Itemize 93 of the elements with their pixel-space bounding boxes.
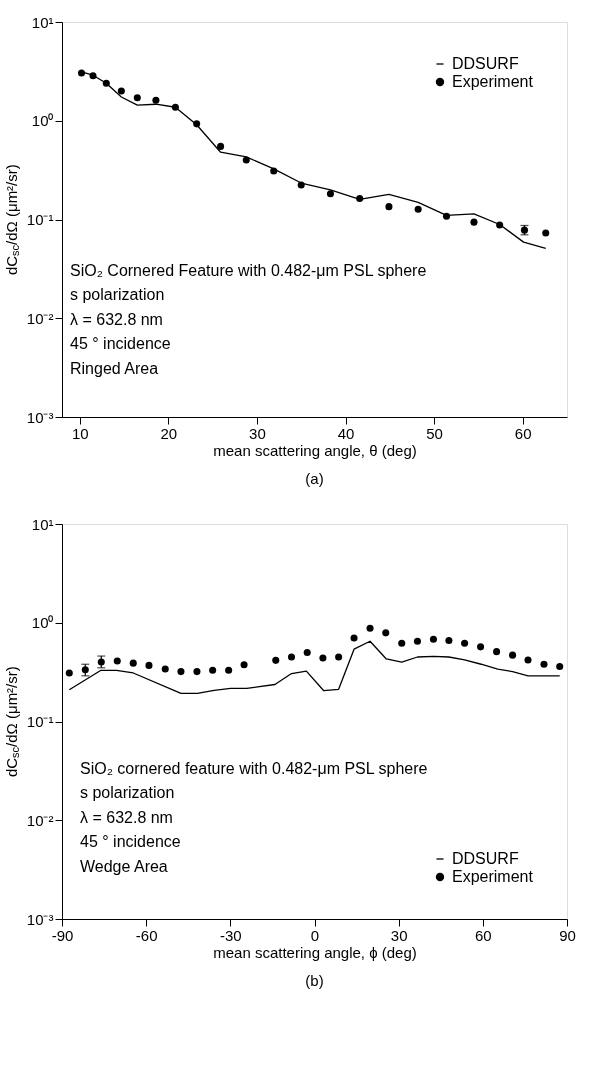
y-tick-label: 10¹ bbox=[31, 515, 54, 533]
point bbox=[442, 212, 451, 220]
y-tick-label: 10⁰ bbox=[31, 614, 54, 632]
point bbox=[287, 653, 296, 661]
point bbox=[335, 653, 343, 661]
point bbox=[77, 69, 86, 77]
point bbox=[413, 637, 421, 645]
legend-label: DDSURF bbox=[452, 850, 519, 867]
y-tick-label: 10⁻² bbox=[26, 309, 54, 327]
y-tick-label: 10⁻¹ bbox=[26, 713, 54, 730]
point bbox=[414, 205, 422, 213]
x-tick-label: 40 bbox=[337, 424, 355, 442]
y-tick-label: 10⁻³ bbox=[26, 910, 54, 928]
point bbox=[429, 635, 437, 643]
annotation: SiO₂ cornered feature with 0.482-μm PSL sphere bbox=[80, 759, 428, 777]
point bbox=[556, 663, 564, 671]
point bbox=[385, 203, 393, 211]
y-tick-label: 10⁰ bbox=[31, 112, 54, 130]
point bbox=[470, 218, 478, 226]
point bbox=[242, 156, 250, 164]
x-tick-label: 30 bbox=[390, 926, 408, 944]
x-tick-label: -60 bbox=[135, 926, 158, 944]
point bbox=[303, 648, 311, 657]
point bbox=[493, 648, 501, 656]
point bbox=[272, 656, 280, 664]
legend-label: DDSURF bbox=[452, 55, 519, 72]
y-tick-label: 10⁻² bbox=[26, 811, 54, 829]
point bbox=[382, 629, 390, 637]
text: (b) bbox=[305, 972, 324, 989]
point bbox=[89, 72, 97, 80]
point bbox=[161, 665, 169, 673]
point bbox=[326, 190, 334, 198]
annotation: 45 ° incidence bbox=[70, 335, 171, 353]
x-axis-title: mean scattering angle, θ (deg) bbox=[213, 441, 417, 459]
point bbox=[445, 637, 453, 645]
point bbox=[102, 79, 110, 87]
point bbox=[542, 229, 550, 237]
x-tick-label: 60 bbox=[474, 926, 492, 944]
x-tick-label: 50 bbox=[426, 424, 443, 442]
y-tick-label: 10⁻¹ bbox=[26, 211, 54, 228]
y-axis-title: dCsc/dΩ (μm²/sr) bbox=[3, 164, 21, 276]
x-tick-label: -30 bbox=[219, 926, 242, 944]
x-tick-label: 30 bbox=[249, 424, 266, 442]
x-axis-title: mean scattering angle, ϕ (deg) bbox=[213, 943, 417, 961]
legend-label: Experiment bbox=[452, 868, 534, 885]
y-tick-label: 10¹ bbox=[31, 13, 54, 31]
x-tick-label: 60 bbox=[514, 424, 532, 442]
annotation: 45 ° incidence bbox=[80, 833, 181, 851]
point bbox=[297, 181, 305, 189]
point bbox=[193, 668, 201, 676]
annotation: SiO₂ Cornered Feature with 0.482-μm PSL sphere bbox=[70, 261, 427, 279]
point bbox=[319, 654, 327, 662]
point bbox=[366, 624, 374, 632]
point bbox=[477, 643, 485, 651]
x-tick-label: -90 bbox=[51, 926, 74, 944]
point bbox=[193, 120, 201, 128]
y-axis-title: dCsc/dΩ (μm²/sr) bbox=[3, 666, 21, 778]
point bbox=[240, 661, 248, 669]
point bbox=[177, 668, 185, 676]
point bbox=[117, 87, 125, 95]
annotation: Wedge Area bbox=[80, 857, 168, 875]
point bbox=[171, 103, 179, 111]
y-tick-label: 10⁻³ bbox=[26, 408, 54, 426]
point bbox=[509, 651, 517, 659]
x-tick-label: 10 bbox=[71, 424, 89, 442]
point bbox=[65, 669, 73, 677]
point bbox=[540, 660, 548, 668]
point bbox=[113, 657, 121, 665]
point bbox=[496, 221, 504, 229]
point bbox=[270, 167, 278, 175]
annotation: λ = 632.8 nm bbox=[80, 808, 173, 826]
point bbox=[133, 94, 141, 102]
point bbox=[225, 666, 233, 674]
point bbox=[129, 659, 137, 667]
point bbox=[209, 666, 217, 674]
point bbox=[145, 661, 153, 669]
x-tick-label: 0 bbox=[310, 926, 320, 944]
point bbox=[524, 656, 532, 664]
x-tick-label: 20 bbox=[160, 424, 178, 442]
point bbox=[217, 142, 225, 150]
annotation: λ = 632.8 nm bbox=[70, 310, 163, 328]
point bbox=[350, 634, 358, 642]
point bbox=[356, 195, 364, 203]
annotation: Ringed Area bbox=[70, 359, 159, 377]
point bbox=[152, 96, 160, 104]
legend-label: Experiment bbox=[452, 73, 534, 90]
x-tick-label: 90 bbox=[559, 926, 576, 944]
point bbox=[461, 639, 469, 647]
annotation: s polarization bbox=[80, 784, 175, 802]
annotation: s polarization bbox=[70, 286, 165, 304]
point bbox=[398, 639, 406, 647]
line-series bbox=[68, 640, 561, 694]
text: (a) bbox=[305, 470, 324, 487]
